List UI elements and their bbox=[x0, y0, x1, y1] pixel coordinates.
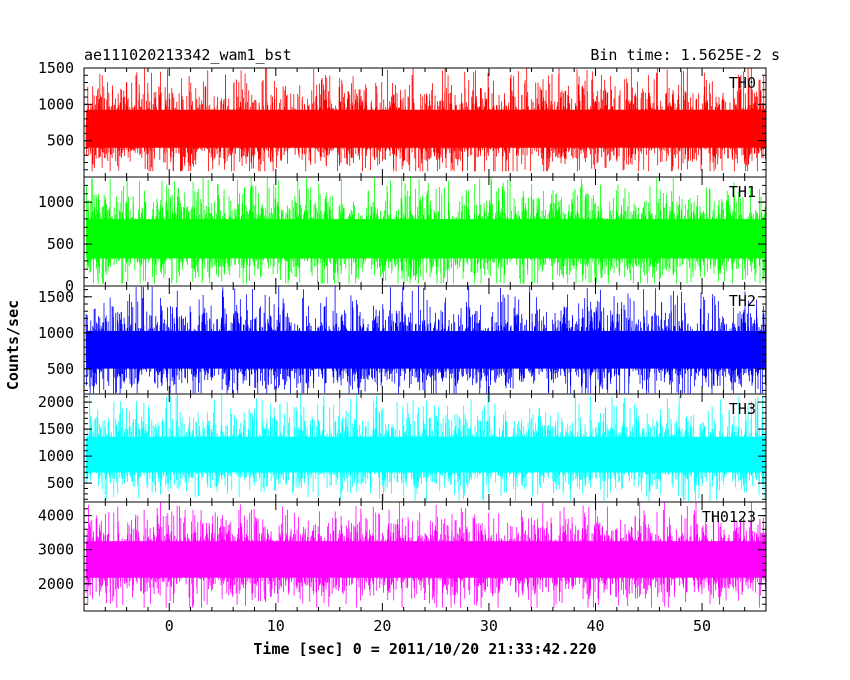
x-tick-label: 0 bbox=[165, 617, 174, 635]
x-tick-label: 20 bbox=[373, 617, 391, 635]
panel-label-th1: TH1 bbox=[729, 183, 756, 201]
x-tick-label: 40 bbox=[586, 617, 604, 635]
y-tick-label: 1000 bbox=[38, 447, 74, 465]
series-th2-trace bbox=[85, 286, 766, 394]
y-tick-label: 1000 bbox=[38, 324, 74, 342]
panel-th0123: 2000 3000 4000 TH0123 bbox=[38, 501, 767, 612]
panel-th2: 500 1000 1500 TH2 bbox=[38, 285, 767, 395]
panel-th3: 500 1000 1500 2000 TH3 bbox=[38, 393, 767, 503]
series-th1-trace bbox=[85, 177, 766, 284]
y-tick-label: 1500 bbox=[38, 288, 74, 306]
y-tick-label: 0 bbox=[65, 277, 74, 295]
y-axis-label: Counts/sec bbox=[4, 300, 22, 390]
y-tick-label: 1500 bbox=[38, 59, 74, 77]
y-tick-label: 1000 bbox=[38, 95, 74, 113]
y-tick-label: 500 bbox=[47, 360, 74, 378]
y-tick-label: 500 bbox=[47, 132, 74, 150]
panel-th1: 0 500 1000 TH1 bbox=[38, 176, 767, 295]
bin-time-label: Bin time: 1.5625E-2 s bbox=[590, 46, 780, 64]
x-tick-label: 30 bbox=[480, 617, 498, 635]
y-tick-label: 500 bbox=[47, 235, 74, 253]
series-th0123-trace bbox=[85, 502, 766, 608]
y-tick-label: 4000 bbox=[38, 507, 74, 525]
panel-label-th2: TH2 bbox=[729, 292, 756, 310]
y-tick-label: 3000 bbox=[38, 541, 74, 559]
series-th0-trace bbox=[85, 68, 766, 172]
x-tick-label: 10 bbox=[267, 617, 285, 635]
y-tick-label: 2000 bbox=[38, 575, 74, 593]
x-axis-label: Time [sec] 0 = 2011/10/20 21:33:42.220 bbox=[253, 640, 596, 658]
panel-label-th0: TH0 bbox=[729, 74, 756, 92]
x-tick-label: 50 bbox=[693, 617, 711, 635]
panel-label-th3: TH3 bbox=[729, 400, 756, 418]
panel-th0: 500 1000 1500 TH0 bbox=[38, 59, 767, 178]
panel-label-th0123: TH0123 bbox=[702, 508, 756, 526]
figure-title: ae111020213342_wam1_bst bbox=[84, 46, 292, 64]
y-tick-label: 1000 bbox=[38, 193, 74, 211]
y-tick-label: 500 bbox=[47, 474, 74, 492]
y-tick-label: 1500 bbox=[38, 420, 74, 438]
y-tick-label: 2000 bbox=[38, 393, 74, 411]
series-th3-trace bbox=[85, 394, 766, 501]
